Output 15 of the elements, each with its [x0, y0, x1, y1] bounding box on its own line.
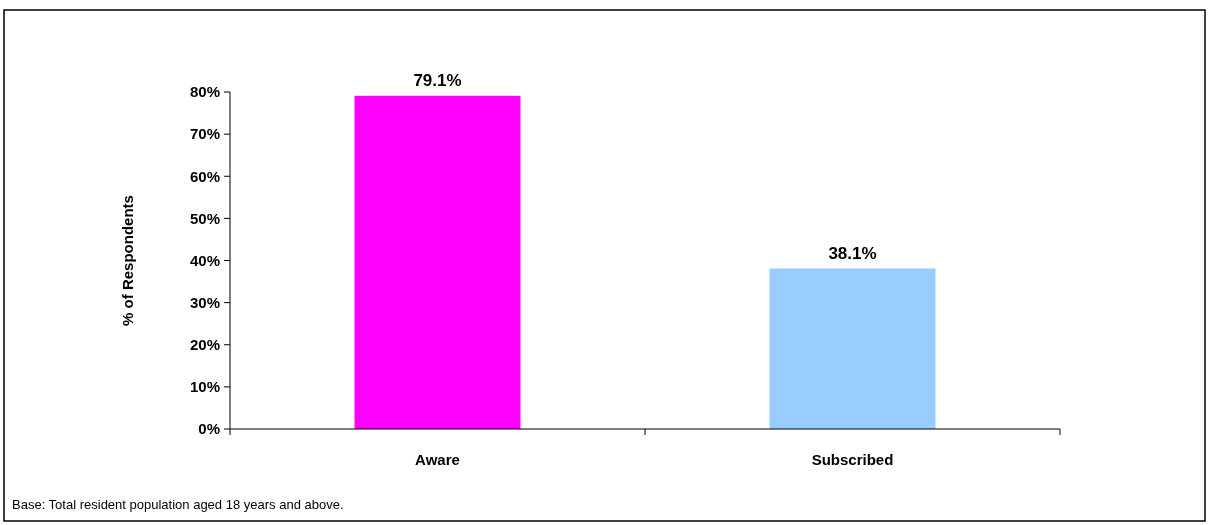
y-tick-label: 0%: [198, 420, 220, 438]
y-axis-title: % of Respondents: [119, 195, 136, 326]
y-tick-label: 70%: [189, 125, 220, 143]
data-label: 38.1%: [828, 243, 877, 263]
y-tick-label: 10%: [189, 378, 220, 396]
y-tick-label: 30%: [189, 293, 220, 311]
y-tick-label: 40%: [189, 251, 220, 269]
y-tick-label: 80%: [189, 83, 220, 101]
x-tick-label: Subscribed: [811, 451, 894, 468]
data-label: 79.1%: [413, 70, 462, 90]
y-tick-label: 60%: [189, 167, 220, 185]
y-tick-label: 50%: [189, 209, 220, 227]
y-tick-label: 20%: [189, 336, 220, 353]
x-tick-label: Aware: [415, 451, 460, 468]
text: Base: Total resident population aged 18 years and above.: [12, 497, 344, 512]
